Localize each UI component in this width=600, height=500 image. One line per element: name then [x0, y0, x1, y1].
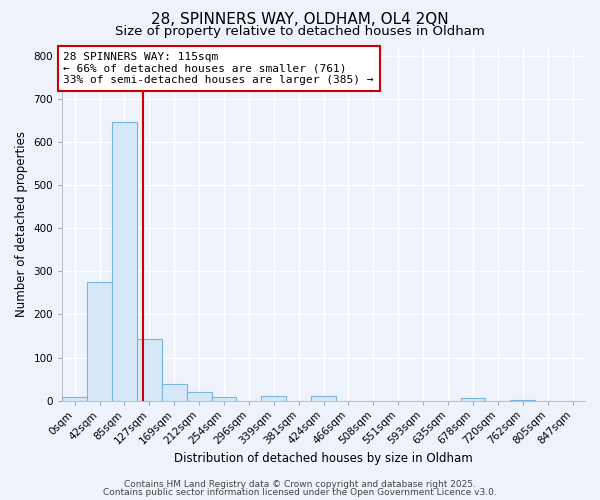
Bar — [187, 392, 212, 400]
Text: Size of property relative to detached houses in Oldham: Size of property relative to detached ho… — [115, 25, 485, 38]
Bar — [311, 396, 336, 400]
Bar — [212, 397, 236, 400]
Bar — [87, 282, 112, 401]
Text: 28 SPINNERS WAY: 115sqm
← 66% of detached houses are smaller (761)
33% of semi-d: 28 SPINNERS WAY: 115sqm ← 66% of detache… — [64, 52, 374, 85]
Bar — [112, 122, 137, 400]
Text: Contains HM Land Registry data © Crown copyright and database right 2025.: Contains HM Land Registry data © Crown c… — [124, 480, 476, 489]
Bar — [162, 384, 187, 400]
Bar — [137, 340, 162, 400]
X-axis label: Distribution of detached houses by size in Oldham: Distribution of detached houses by size … — [174, 452, 473, 465]
Bar — [62, 397, 87, 400]
Bar — [461, 398, 485, 400]
Y-axis label: Number of detached properties: Number of detached properties — [15, 131, 28, 317]
Text: 28, SPINNERS WAY, OLDHAM, OL4 2QN: 28, SPINNERS WAY, OLDHAM, OL4 2QN — [151, 12, 449, 28]
Bar — [262, 396, 286, 400]
Text: Contains public sector information licensed under the Open Government Licence v3: Contains public sector information licen… — [103, 488, 497, 497]
